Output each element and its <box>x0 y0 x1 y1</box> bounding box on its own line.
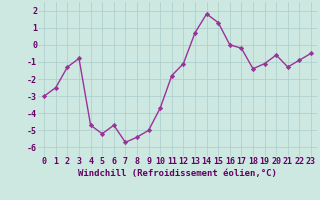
X-axis label: Windchill (Refroidissement éolien,°C): Windchill (Refroidissement éolien,°C) <box>78 169 277 178</box>
